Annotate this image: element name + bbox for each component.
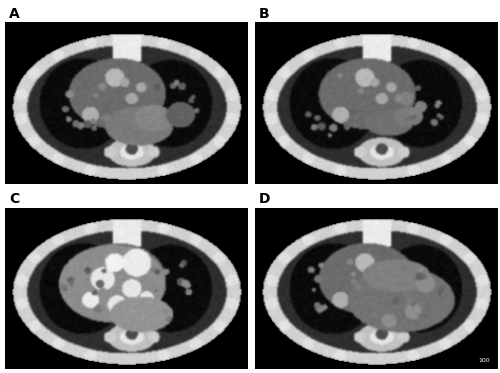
Text: C: C: [9, 192, 19, 207]
Text: A: A: [9, 7, 20, 21]
Text: 100: 100: [478, 358, 490, 363]
Text: B: B: [259, 7, 270, 21]
Text: D: D: [259, 192, 270, 207]
